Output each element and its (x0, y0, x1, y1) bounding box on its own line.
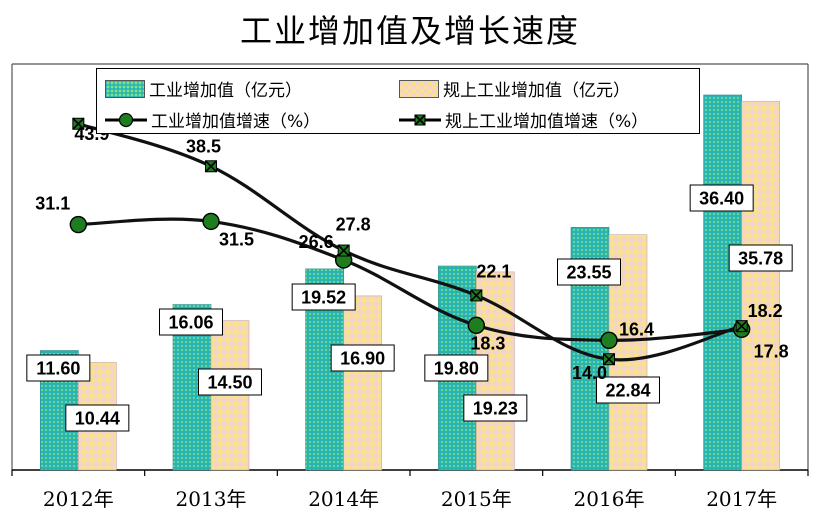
x-tick-label: 2013年 (176, 487, 247, 511)
marker-above-scale-growth (602, 353, 616, 366)
data-label-industrial-value-box (424, 354, 489, 382)
data-label-above-scale-growth: 38.5 (186, 136, 221, 156)
data-label-industrial-value-box (159, 308, 223, 336)
marker-cross (735, 320, 748, 333)
data-label-above-scale-value-box (330, 344, 395, 372)
marker-industrial-growth (202, 212, 220, 231)
data-label-industrial-growth: 16.4 (619, 319, 654, 339)
marker-industrial-growth (69, 215, 88, 234)
x-tick-label: 2012年 (43, 487, 114, 511)
legend-line-x-icon (399, 113, 441, 126)
data-label-above-scale-value: 16.90 (340, 349, 385, 369)
x-tick-label: 2017年 (706, 487, 777, 511)
marker-cross (602, 353, 616, 366)
legend-swatch-pink (399, 79, 439, 98)
legend-item-above-scale-value: 规上工业增加值（亿元） (399, 76, 630, 101)
legend-item-industrial-value: 工业增加值（亿元） (105, 76, 302, 101)
data-label-above-scale-value-box (596, 376, 660, 404)
data-label-above-scale-value: 14.50 (207, 373, 252, 393)
data-label-above-scale-growth: 22.1 (476, 261, 511, 281)
bar-industrial-value (703, 94, 742, 471)
data-label-above-scale-value-box (463, 394, 528, 422)
data-label-above-scale-value-box (198, 368, 262, 396)
data-label-industrial-value-box (689, 184, 754, 212)
marker-cross (72, 117, 85, 130)
data-label-industrial-growth: 31.5 (219, 229, 254, 249)
data-label-industrial-value-box (291, 283, 356, 311)
data-label-industrial-value: 11.60 (36, 359, 80, 379)
line-industrial-growth (78, 217, 742, 342)
line-above-scale-growth (77, 122, 743, 362)
marker-above-scale-growth (470, 289, 483, 302)
legend-line-circle-icon (105, 112, 147, 127)
x-tick-label: 2014年 (308, 487, 379, 511)
marker-industrial-growth (600, 331, 618, 350)
data-label-above-scale-growth: 18.2 (748, 301, 783, 321)
marker-above-scale-growth (72, 117, 85, 130)
data-label-above-scale-value: 35.78 (738, 249, 783, 269)
data-label-above-scale-value-box (728, 244, 793, 272)
data-label-above-scale-value-box (65, 404, 130, 432)
data-label-industrial-growth: 17.8 (754, 341, 789, 361)
bar-above-scale-value (343, 295, 382, 471)
marker-above-scale-growth (735, 320, 748, 333)
data-label-industrial-value-box (26, 354, 91, 382)
marker-industrial-growth (467, 316, 486, 335)
data-label-industrial-growth: 18.3 (470, 333, 505, 353)
data-label-industrial-value: 36.40 (699, 189, 744, 209)
data-label-above-scale-value: 22.84 (605, 381, 650, 401)
legend-swatch-teal (105, 79, 145, 98)
data-label-industrial-growth: 26.6 (299, 232, 334, 252)
marker-cross (470, 289, 483, 302)
legend-item-above-scale-growth: 规上工业增加值增速（%） (399, 107, 648, 132)
data-label-above-scale-value: 10.44 (75, 409, 120, 429)
bar-above-scale-value (741, 101, 780, 471)
data-label-above-scale-growth: 14.0 (572, 363, 607, 383)
data-label-industrial-value-box (557, 258, 621, 286)
x-tick-label: 2015年 (441, 487, 512, 511)
marker-above-scale-growth (204, 160, 218, 173)
data-label-industrial-value: 19.52 (301, 288, 346, 308)
legend: 工业增加值（亿元） 规上工业增加值（亿元） 工业增加值增速（%） 规上工业增加值… (96, 68, 700, 134)
data-label-industrial-value: 19.80 (434, 359, 479, 379)
legend-label: 规上工业增加值（亿元） (443, 81, 630, 101)
chart-title: 工业增加值及增长速度 (239, 12, 580, 50)
marker-above-scale-growth (337, 244, 350, 257)
data-label-above-scale-growth: 27.8 (336, 215, 371, 235)
x-tick-label: 2016年 (574, 487, 645, 511)
legend-label: 工业增加值（亿元） (149, 81, 302, 101)
data-label-industrial-value: 16.06 (168, 313, 213, 333)
legend-item-industrial-growth: 工业增加值增速（%） (105, 107, 320, 132)
legend-label: 工业增加值增速（%） (151, 112, 321, 132)
marker-cross (337, 244, 350, 257)
data-label-industrial-value: 23.55 (566, 263, 611, 283)
data-label-above-scale-value: 19.23 (473, 399, 518, 419)
marker-cross (204, 160, 218, 173)
data-label-industrial-growth: 31.1 (35, 194, 70, 214)
legend-label: 规上工业增加值增速（%） (445, 112, 649, 132)
